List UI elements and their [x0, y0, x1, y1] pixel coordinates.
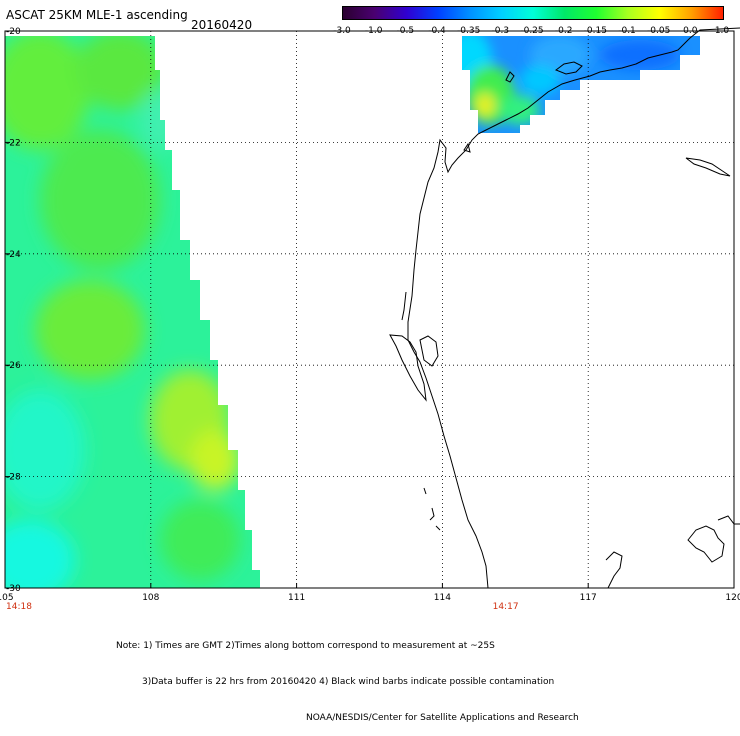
footnotes: Note: 1) Times are GMT 2)Times along bot…	[116, 616, 579, 736]
swath-time-label: 14:17	[493, 602, 519, 612]
colorbar-tick-label: -0.5	[396, 26, 415, 36]
lat-tick-label: -22	[6, 138, 21, 148]
colorbar-tick-label: -0.3	[491, 26, 510, 36]
colorbar-tick-label: -0.2	[554, 26, 573, 36]
colorbar-labels: -3.0 -1.0 -0.5 -0.4 -0.35 -0.3 -0.25 -0.2 -0.15 -…	[330, 26, 740, 38]
colorbar-tick-label: -0.15	[583, 26, 607, 36]
lon-tick-label: 120	[725, 593, 740, 603]
colorbar-tick-label: -3.0	[333, 26, 351, 36]
lon-tick-label: 114	[434, 593, 451, 603]
map-date: 20160420	[191, 18, 253, 32]
lon-tick-label: 108	[142, 593, 159, 603]
lat-lon-grid	[4, 30, 735, 589]
lat-tick-label: -26	[6, 361, 21, 371]
coastline	[389, 27, 740, 589]
footnote-line-1: Note: 1) Times are GMT 2)Times along bot…	[116, 641, 495, 651]
footnote-line-2: 3)Data buffer is 22 hrs from 20160420 4)…	[142, 677, 555, 687]
swath-time-labels: 14:18 14:17	[6, 602, 519, 612]
swath-left	[5, 36, 260, 588]
lon-tick-label: 111	[288, 593, 305, 603]
colorbar-tick-label: -0.4	[428, 26, 446, 36]
colorbar	[342, 6, 724, 20]
colorbar-tick-label: -1.0	[364, 26, 383, 36]
lat-tick-label: -20	[6, 27, 21, 37]
axis-labels: 105 108 111 114 117 120 -20 -22 -24 -26 -28 -30	[0, 27, 740, 603]
lat-tick-label: -24	[6, 250, 21, 260]
footnote-line-3: NOAA/NESDIS/Center for Satellite Applica…	[306, 713, 579, 723]
colorbar-tick-label: -0.1	[618, 26, 636, 36]
swath-time-label: 14:18	[6, 602, 32, 612]
lat-tick-label: -30	[6, 584, 21, 594]
colorbar-tick-label: -0.35	[457, 26, 481, 36]
colorbar-tick-label: 0.0	[683, 26, 698, 36]
swath-right	[462, 36, 700, 133]
colorbar-tick-label: -0.25	[520, 26, 544, 36]
colorbar-tick-label: 1.0	[714, 26, 730, 36]
map-canvas: 105 108 111 114 117 120 -20 -22 -24 -26 -28 -30 14:…	[0, 27, 740, 612]
lat-tick-label: -28	[6, 473, 21, 483]
colorbar-tick-label: -0.05	[647, 26, 671, 36]
lon-tick-label: 117	[580, 593, 597, 603]
lon-tick-label: 105	[0, 593, 14, 603]
map-title: ASCAT 25KM MLE-1 ascending	[6, 8, 188, 22]
